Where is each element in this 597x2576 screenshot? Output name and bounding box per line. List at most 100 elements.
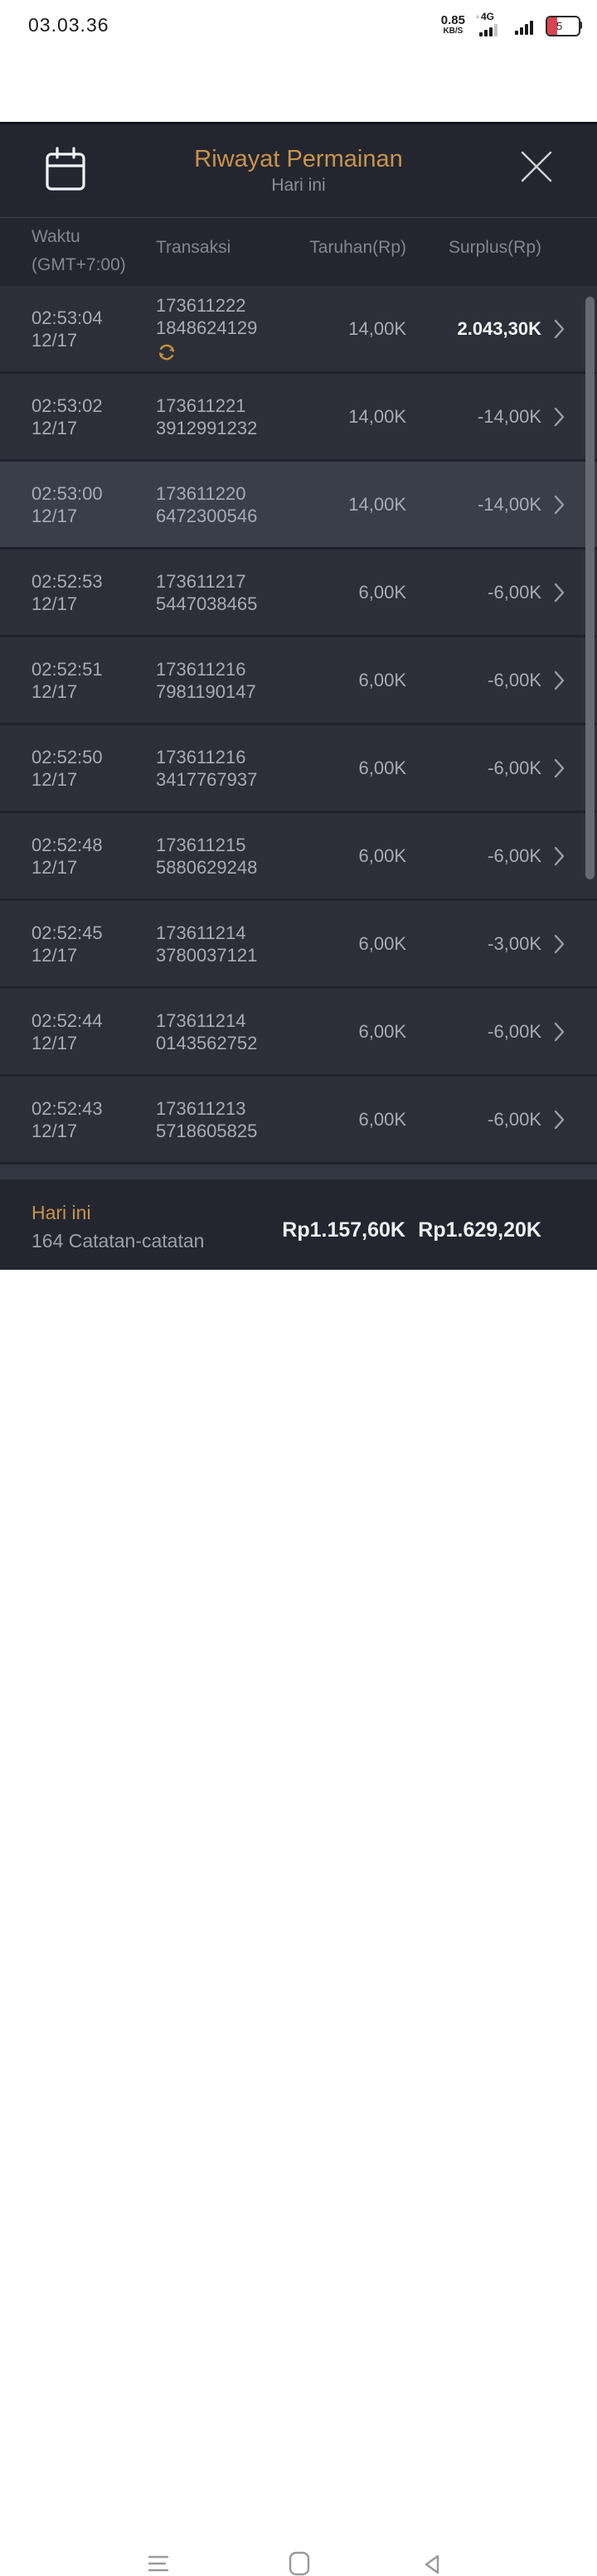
table-row[interactable]: 02:53:00 12/17 173611220 6472300546 14,0… xyxy=(0,462,597,550)
summary-record-count: 164 Catatan-catatan xyxy=(32,1230,205,1252)
row-date: 12/17 xyxy=(32,944,78,966)
row-txn-id1: 173611220 xyxy=(156,482,246,504)
table-row[interactable]: 02:52:44 12/17 173611214 0143562752 6,00… xyxy=(0,989,597,1077)
row-surplus: -6,00K xyxy=(488,845,541,866)
column-surplus: Surplus(Rp) xyxy=(448,238,541,257)
row-time-cell: 02:53:00 12/17 xyxy=(32,482,156,527)
row-bet: 6,00K xyxy=(358,845,407,866)
row-date: 12/17 xyxy=(32,1032,78,1053)
row-txn-id1: 173611216 xyxy=(156,658,246,680)
row-time-cell: 02:52:50 12/17 xyxy=(32,746,156,791)
signal-sim2-icon xyxy=(512,12,536,38)
row-txn-id1: 173611214 xyxy=(156,1010,246,1031)
row-surplus: -14,00K xyxy=(477,405,541,427)
row-time-cell: 02:52:53 12/17 xyxy=(32,570,156,615)
row-surplus: -6,00K xyxy=(488,1020,541,1042)
row-transaction-cell: 173611214 3780037121 xyxy=(156,922,301,966)
row-txn-id2: 6472300546 xyxy=(156,505,258,526)
network-speed: 0.85 KB/S xyxy=(441,14,465,36)
row-txn-id2: 3417767937 xyxy=(156,768,258,790)
close-icon[interactable] xyxy=(517,148,556,186)
row-transaction-cell: 173611215 5880629248 xyxy=(156,834,301,879)
row-txn-id2: 7981190147 xyxy=(156,680,256,702)
row-date: 12/17 xyxy=(32,856,78,878)
chevron-right-icon[interactable] xyxy=(541,671,576,690)
refresh-icon[interactable] xyxy=(156,341,301,363)
column-transaction: Transaksi xyxy=(156,238,231,257)
row-time: 02:52:48 xyxy=(32,834,103,855)
row-surplus: -6,00K xyxy=(488,757,541,778)
table-row[interactable]: 02:52:53 12/17 173611217 5447038465 6,00… xyxy=(0,550,597,637)
chevron-right-icon[interactable] xyxy=(541,1110,576,1130)
row-bet: 6,00K xyxy=(358,757,407,778)
row-bet: 6,00K xyxy=(358,581,407,603)
row-date: 12/17 xyxy=(32,417,78,438)
row-time: 02:52:43 xyxy=(32,1097,103,1119)
row-time: 02:52:44 xyxy=(32,1010,103,1031)
table-row[interactable]: 02:52:51 12/17 173611216 7981190147 6,00… xyxy=(0,637,597,725)
row-txn-id1: 173611213 xyxy=(156,1097,246,1119)
row-bet: 14,00K xyxy=(348,317,406,339)
chevron-right-icon[interactable] xyxy=(541,1022,576,1042)
row-time-cell: 02:52:45 12/17 xyxy=(32,922,156,966)
chevron-right-icon[interactable] xyxy=(541,934,576,954)
row-surplus: 2.043,30K xyxy=(457,317,541,339)
network-type-label: 4G xyxy=(481,11,495,22)
row-time-cell: 02:52:51 12/17 xyxy=(32,658,156,703)
row-bet: 6,00K xyxy=(358,932,407,954)
row-surplus: -3,00K xyxy=(488,932,541,954)
table-row[interactable]: 02:52:43 12/17 173611213 5718605825 6,00… xyxy=(0,1077,597,1165)
chevron-right-icon[interactable] xyxy=(541,495,576,515)
table-row[interactable]: 02:52:48 12/17 173611215 5880629248 6,00… xyxy=(0,813,597,901)
table-row[interactable]: 02:52:45 12/17 173611214 3780037121 6,00… xyxy=(0,901,597,989)
summary-total-bet: Rp1.157,60K xyxy=(282,1218,405,1242)
chevron-right-icon[interactable] xyxy=(541,407,576,427)
row-time: 02:52:45 xyxy=(32,922,103,943)
summary-total-surplus: Rp1.629,20K xyxy=(418,1218,541,1242)
column-bet: Taruhan(Rp) xyxy=(309,238,406,257)
row-bet: 6,00K xyxy=(358,669,407,690)
row-bet: 6,00K xyxy=(358,1020,407,1042)
calendar-icon[interactable] xyxy=(45,146,86,192)
chevron-right-icon[interactable] xyxy=(541,319,576,339)
table-row[interactable]: 02:53:02 12/17 173611221 3912991232 14,0… xyxy=(0,374,597,462)
back-icon[interactable] xyxy=(421,2553,443,2576)
signal-sim1-icon: ▲▼ 4G xyxy=(474,12,502,38)
android-nav-bar xyxy=(0,1270,597,2576)
network-speed-unit: KB/S xyxy=(443,27,464,36)
home-icon[interactable] xyxy=(289,2551,310,2576)
row-bet: 6,00K xyxy=(358,1108,407,1130)
row-time-cell: 02:53:02 12/17 xyxy=(32,395,156,439)
signal-bars-icon xyxy=(479,24,498,36)
row-time-cell: 02:52:44 12/17 xyxy=(32,1010,156,1054)
row-time: 02:52:53 xyxy=(32,570,103,592)
row-transaction-cell: 173611213 5718605825 xyxy=(156,1097,301,1142)
row-date: 12/17 xyxy=(32,329,78,351)
scrollbar-thumb[interactable] xyxy=(585,297,595,879)
battery-level: 5 xyxy=(556,20,563,32)
chevron-right-icon[interactable] xyxy=(541,758,576,778)
row-surplus: -6,00K xyxy=(488,1108,541,1130)
next-row-sliver xyxy=(0,1165,597,1179)
row-date: 12/17 xyxy=(32,1120,78,1141)
row-txn-id1: 173611214 xyxy=(156,922,246,943)
recents-icon[interactable] xyxy=(148,2553,169,2574)
battery-fill xyxy=(547,17,557,35)
table-row[interactable]: 02:53:04 12/17 173611222 1848624129 14,0… xyxy=(0,286,597,374)
chevron-right-icon[interactable] xyxy=(541,846,576,866)
row-transaction-cell: 173611216 3417767937 xyxy=(156,746,301,791)
table-row[interactable]: 02:52:50 12/17 173611216 3417767937 6,00… xyxy=(0,725,597,813)
network-speed-value: 0.85 xyxy=(440,13,465,27)
row-txn-id1: 173611215 xyxy=(156,834,246,855)
row-time: 02:52:51 xyxy=(32,658,103,680)
row-time: 02:52:50 xyxy=(32,746,103,767)
modal-subtitle: Hari ini xyxy=(271,176,326,195)
row-bet: 14,00K xyxy=(348,405,406,427)
row-time: 02:53:04 xyxy=(32,307,103,328)
row-time: 02:53:02 xyxy=(32,395,103,416)
signal-bars-icon xyxy=(515,21,533,35)
row-transaction-cell: 173611221 3912991232 xyxy=(156,395,301,439)
table-column-header: Waktu (GMT+7:00) Transaksi Taruhan(Rp) S… xyxy=(0,218,597,286)
row-date: 12/17 xyxy=(32,505,78,526)
chevron-right-icon[interactable] xyxy=(541,583,576,603)
